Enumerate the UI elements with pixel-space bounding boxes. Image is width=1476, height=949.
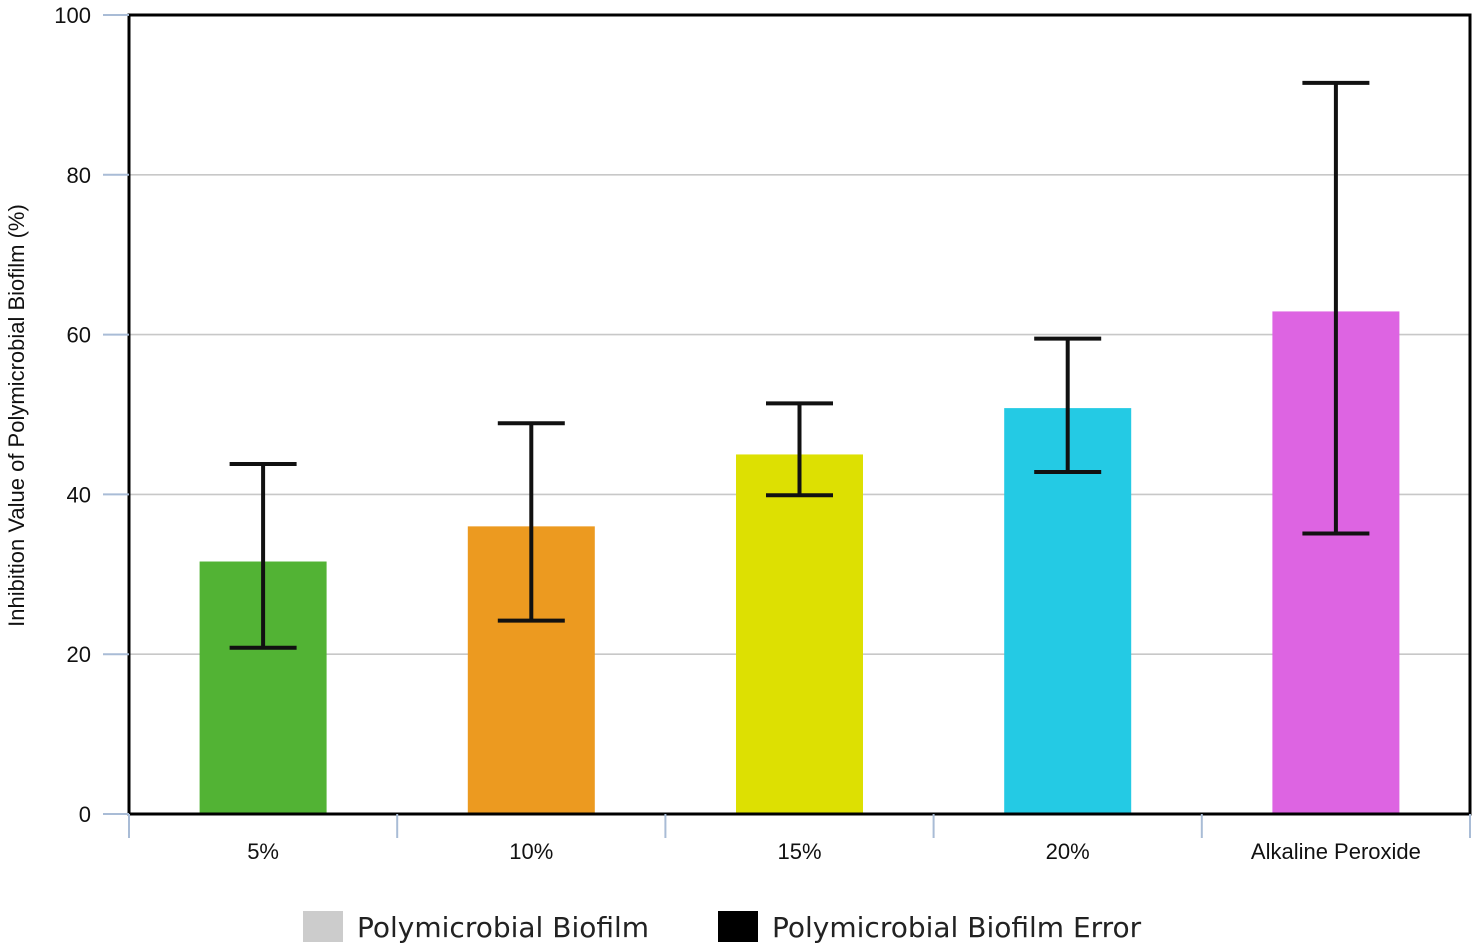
error-bar xyxy=(497,421,565,623)
x-tick-label: 20% xyxy=(1046,839,1090,864)
y-tick-label: 0 xyxy=(79,802,91,827)
bars xyxy=(199,311,1400,814)
legend: Polymicrobial Biofilm Polymicrobial Biofi… xyxy=(303,911,1142,944)
error-bar xyxy=(1302,80,1370,536)
error-bar xyxy=(766,401,833,498)
legend-label: Polymicrobial Biofilm xyxy=(357,911,649,944)
plot-frame xyxy=(127,13,1472,816)
bar xyxy=(736,454,863,814)
y-tick-label: 20 xyxy=(67,642,91,667)
error-bar xyxy=(229,462,297,650)
error-bar xyxy=(1034,336,1102,475)
axis-ticks xyxy=(103,14,1471,838)
x-tick-labels: 5% 10% 15% 20% Alkaline Peroxide xyxy=(247,839,1421,864)
bar xyxy=(1004,408,1132,814)
y-tick-label: 40 xyxy=(67,482,91,507)
x-tick-label: 15% xyxy=(777,839,821,864)
y-tick-label: 60 xyxy=(67,323,91,348)
x-tick-label: Alkaline Peroxide xyxy=(1251,839,1421,864)
y-tick-label: 100 xyxy=(54,3,91,28)
x-tick-label: 5% xyxy=(247,839,279,864)
y-tick-label: 80 xyxy=(67,163,91,188)
y-axis-title: Inhibition Value of Polymicrobial Biofil… xyxy=(4,204,29,627)
legend-item: Polymicrobial Biofilm xyxy=(303,911,649,944)
legend-item: Polymicrobial Biofilm Error xyxy=(718,911,1142,944)
x-tick-label: 10% xyxy=(509,839,553,864)
y-tick-labels: 0 20 40 60 80 100 xyxy=(54,3,91,827)
legend-swatch xyxy=(718,911,758,942)
legend-swatch xyxy=(303,911,343,942)
error-bars xyxy=(229,80,1370,650)
legend-label: Polymicrobial Biofilm Error xyxy=(772,911,1142,944)
